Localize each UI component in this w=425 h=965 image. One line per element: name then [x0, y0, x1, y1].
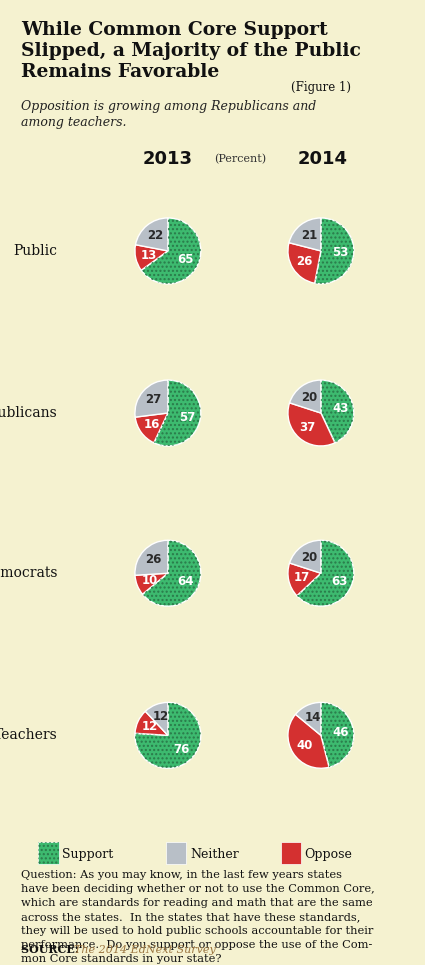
Text: Republicans: Republicans — [0, 406, 57, 420]
Wedge shape — [135, 413, 168, 443]
Text: 12: 12 — [153, 710, 169, 724]
Wedge shape — [295, 703, 321, 735]
Text: 76: 76 — [173, 743, 190, 757]
Wedge shape — [141, 218, 201, 284]
Wedge shape — [321, 380, 354, 443]
Wedge shape — [135, 703, 201, 768]
Wedge shape — [145, 703, 168, 735]
Text: While Common Core Support
Slipped, a Majority of the Public
Remains Favorable: While Common Core Support Slipped, a Maj… — [21, 21, 361, 81]
Wedge shape — [288, 714, 329, 768]
Text: Public: Public — [13, 244, 57, 258]
Text: 37: 37 — [300, 422, 316, 434]
Wedge shape — [135, 711, 168, 735]
Text: 27: 27 — [145, 394, 161, 406]
Text: 2014: 2014 — [298, 150, 348, 168]
Wedge shape — [288, 402, 335, 446]
FancyBboxPatch shape — [38, 842, 59, 864]
Wedge shape — [321, 703, 354, 767]
Text: 43: 43 — [332, 402, 348, 415]
Text: Support: Support — [62, 847, 114, 861]
Text: 20: 20 — [301, 551, 317, 564]
Text: 12: 12 — [142, 721, 158, 733]
Wedge shape — [135, 380, 168, 417]
Text: 21: 21 — [300, 229, 317, 242]
Text: SOURCE:: SOURCE: — [21, 945, 83, 955]
Wedge shape — [136, 218, 168, 251]
Text: 20: 20 — [301, 391, 317, 403]
Text: 13: 13 — [141, 249, 157, 262]
Text: 57: 57 — [179, 411, 196, 424]
Text: 14: 14 — [304, 711, 320, 724]
Text: 16: 16 — [144, 418, 160, 431]
Text: 40: 40 — [296, 739, 312, 753]
Text: 26: 26 — [145, 553, 162, 566]
Wedge shape — [135, 540, 168, 575]
Text: 22: 22 — [147, 229, 163, 242]
Wedge shape — [288, 563, 321, 595]
Text: (Percent): (Percent) — [214, 154, 266, 165]
Text: 10: 10 — [142, 574, 158, 587]
Text: 26: 26 — [296, 255, 312, 268]
Text: 46: 46 — [332, 727, 349, 739]
Text: 64: 64 — [178, 575, 194, 588]
Text: 53: 53 — [332, 246, 349, 260]
Text: Question: As you may know, in the last few years states
have been deciding wheth: Question: As you may know, in the last f… — [21, 870, 375, 964]
FancyBboxPatch shape — [166, 842, 186, 864]
Text: Neither: Neither — [190, 847, 239, 861]
Text: (Figure 1): (Figure 1) — [291, 81, 351, 94]
Text: 63: 63 — [331, 574, 347, 588]
Wedge shape — [297, 540, 354, 606]
Text: Opposition is growing among Republicans and
among teachers.: Opposition is growing among Republicans … — [21, 100, 317, 129]
FancyBboxPatch shape — [280, 842, 301, 864]
Wedge shape — [142, 540, 201, 606]
Wedge shape — [289, 540, 321, 573]
Text: Democrats: Democrats — [0, 566, 57, 580]
Wedge shape — [154, 380, 201, 446]
Text: Teachers: Teachers — [0, 729, 57, 742]
Text: 17: 17 — [294, 571, 310, 584]
Wedge shape — [288, 243, 321, 284]
Text: 2013: 2013 — [143, 150, 193, 168]
Wedge shape — [135, 245, 168, 270]
Wedge shape — [314, 218, 354, 284]
Text: The 2014 EdNext Survey: The 2014 EdNext Survey — [74, 946, 216, 955]
Text: Oppose: Oppose — [305, 847, 353, 861]
Wedge shape — [289, 380, 321, 413]
Wedge shape — [135, 573, 168, 594]
Wedge shape — [289, 218, 321, 251]
Text: 65: 65 — [177, 254, 194, 266]
